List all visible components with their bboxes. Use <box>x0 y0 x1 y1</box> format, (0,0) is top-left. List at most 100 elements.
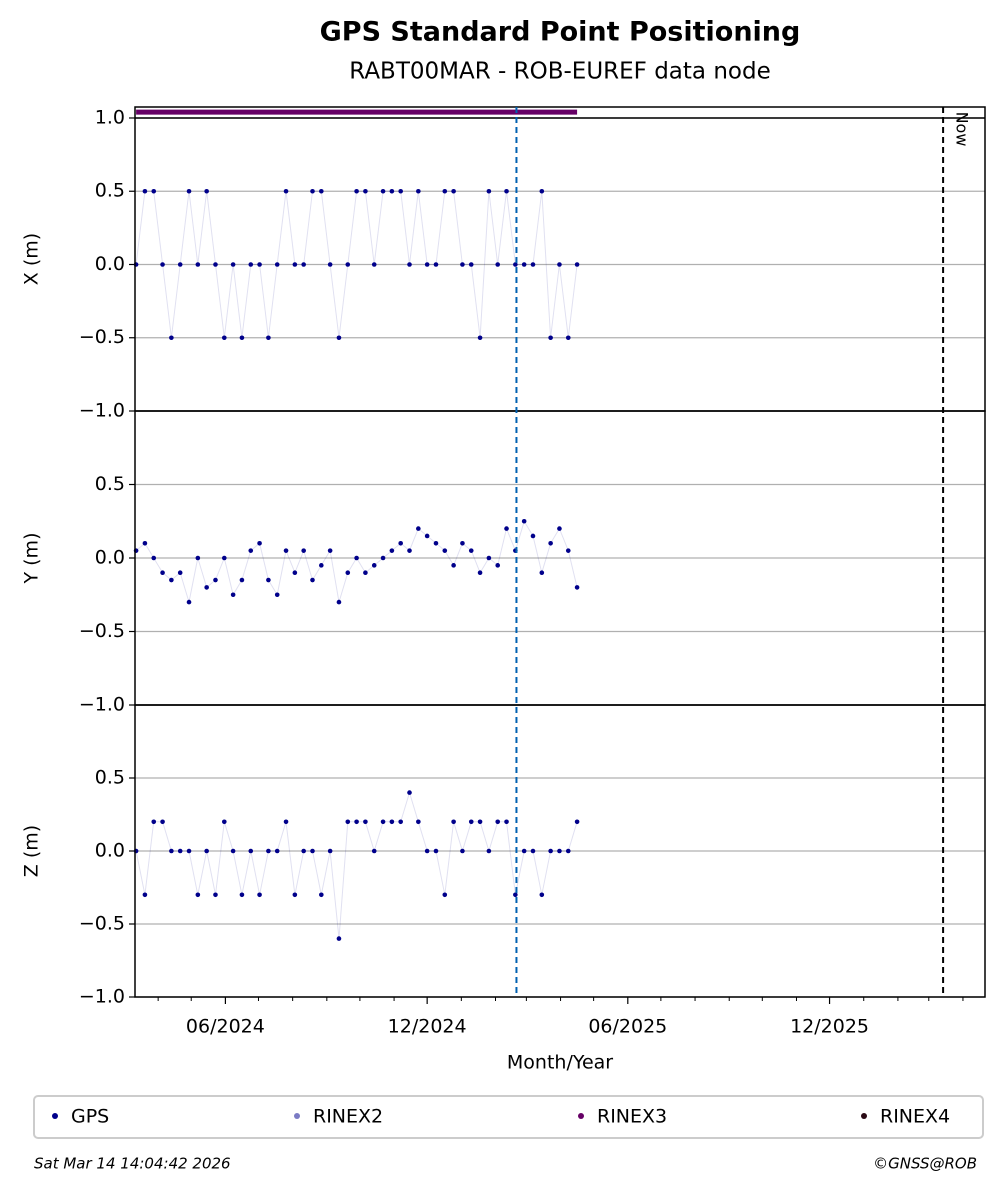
legend-label: RINEX3 <box>597 1106 667 1128</box>
data-point <box>151 188 157 194</box>
data-point <box>398 188 403 194</box>
data-point <box>442 188 448 194</box>
data-point <box>230 848 236 854</box>
data-point <box>327 262 333 267</box>
data-point <box>195 892 201 898</box>
data-point <box>416 188 421 194</box>
data-point <box>371 848 377 854</box>
data-point <box>213 262 218 267</box>
data-point <box>248 262 254 267</box>
data-point <box>354 555 359 561</box>
data-point <box>327 848 333 854</box>
data-point <box>416 526 421 531</box>
data-point <box>142 892 148 898</box>
x-axis-label: Month/Year <box>507 1052 613 1074</box>
data-point <box>424 848 430 854</box>
data-point <box>433 541 439 546</box>
data-point <box>442 548 448 553</box>
data-point <box>548 335 553 341</box>
data-point <box>363 570 368 575</box>
legend-marker <box>578 1113 584 1119</box>
data-point <box>389 188 395 194</box>
y-tick-label: 0.0 <box>95 547 125 569</box>
data-point <box>530 262 536 267</box>
data-point <box>301 262 306 267</box>
data-point <box>266 335 271 341</box>
y-tick-label: 1.0 <box>95 106 125 128</box>
data-point <box>195 262 201 267</box>
data-point <box>389 819 395 825</box>
data-point <box>142 188 148 194</box>
credit: ©GNSS@ROB <box>873 1155 977 1173</box>
data-point <box>539 188 545 194</box>
data-point <box>151 819 157 825</box>
data-point <box>574 262 580 267</box>
data-point <box>186 599 192 605</box>
data-point <box>504 526 509 531</box>
data-point <box>160 262 165 267</box>
x-tick-label: 12/2024 <box>388 1016 467 1038</box>
data-point <box>274 262 280 267</box>
y-tick-label: 0.5 <box>95 473 125 495</box>
data-point <box>160 819 165 825</box>
data-point <box>371 262 377 267</box>
data-point <box>292 892 298 898</box>
data-point <box>380 555 386 561</box>
data-point <box>186 848 192 854</box>
data-point <box>213 892 218 898</box>
y-tick-label: −0.5 <box>79 913 125 935</box>
data-point <box>177 848 183 854</box>
data-point <box>195 555 201 561</box>
data-point <box>274 848 280 854</box>
y-axis-label: X (m) <box>21 233 43 285</box>
data-point <box>460 848 465 854</box>
data-point <box>283 188 289 194</box>
data-point <box>160 570 165 575</box>
data-point <box>177 570 183 575</box>
data-point <box>319 188 324 194</box>
legend-marker <box>294 1113 300 1119</box>
data-point <box>451 819 456 825</box>
y-tick-label: 0.0 <box>95 253 125 275</box>
data-point <box>336 936 342 941</box>
data-point <box>398 541 403 546</box>
legend-label: GPS <box>71 1106 109 1128</box>
data-point <box>433 848 439 854</box>
data-point <box>230 262 236 267</box>
data-point <box>416 819 421 825</box>
data-point <box>557 848 562 854</box>
data-point <box>451 188 456 194</box>
panel-frame <box>134 106 986 412</box>
data-point <box>204 188 209 194</box>
legend-label: RINEX2 <box>313 1106 383 1128</box>
data-point <box>319 563 324 568</box>
data-point <box>565 335 571 341</box>
data-point <box>230 592 236 598</box>
data-point <box>486 848 492 854</box>
data-point <box>557 526 562 531</box>
data-point <box>213 577 218 583</box>
data-point <box>495 819 501 825</box>
data-point <box>477 570 483 575</box>
data-point <box>495 262 501 267</box>
y-tick-label: −1.0 <box>79 400 125 422</box>
y-axis-label: Y (m) <box>21 533 43 585</box>
data-point <box>495 563 501 568</box>
y-axis-label: Z (m) <box>21 825 43 877</box>
data-point <box>169 848 174 854</box>
data-point <box>257 541 262 546</box>
data-point <box>177 262 183 267</box>
data-point <box>539 570 545 575</box>
data-point <box>221 335 227 341</box>
data-point <box>468 262 474 267</box>
data-point <box>257 262 262 267</box>
data-line <box>135 790 578 939</box>
data-point <box>363 188 368 194</box>
data-point <box>345 819 351 825</box>
data-point <box>248 848 254 854</box>
data-line <box>135 520 578 603</box>
data-point <box>477 335 483 341</box>
data-point <box>186 188 192 194</box>
data-point <box>221 819 227 825</box>
data-point <box>239 892 245 898</box>
